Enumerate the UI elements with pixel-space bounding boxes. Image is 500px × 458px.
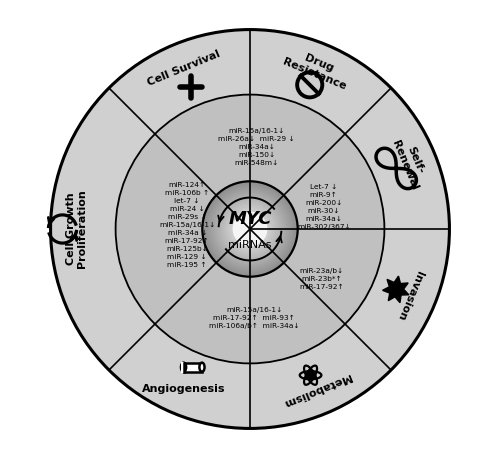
Polygon shape: [382, 276, 409, 303]
Circle shape: [244, 223, 256, 235]
Circle shape: [240, 218, 260, 240]
Circle shape: [208, 187, 292, 271]
Circle shape: [249, 228, 251, 230]
FancyBboxPatch shape: [181, 361, 184, 373]
Circle shape: [212, 191, 288, 267]
Text: miRNAs: miRNAs: [228, 240, 272, 250]
Circle shape: [204, 184, 296, 274]
Circle shape: [242, 221, 258, 237]
Circle shape: [243, 222, 257, 236]
Circle shape: [308, 372, 314, 378]
Text: miR-15a/16-1↓
miR-17-92↑  miR-93↑
miR-106a/b↑  miR-34a↓: miR-15a/16-1↓ miR-17-92↑ miR-93↑ miR-106…: [209, 307, 300, 329]
Circle shape: [219, 198, 281, 260]
Circle shape: [234, 213, 266, 245]
Circle shape: [230, 209, 270, 249]
Circle shape: [231, 210, 269, 248]
Circle shape: [234, 213, 266, 245]
Circle shape: [206, 185, 294, 273]
Text: miR-124↑
miR-106b ↑
let-7 ↓
miR-24 ↓
miR-29s ↓
miR-15a/16-1↓
miR-34a ↓
miR-17-92: miR-124↑ miR-106b ↑ let-7 ↓ miR-24 ↓ miR…: [159, 181, 216, 268]
Circle shape: [116, 95, 384, 363]
Text: Cell Growth
Proliferation: Cell Growth Proliferation: [66, 190, 88, 268]
Circle shape: [216, 195, 284, 263]
Circle shape: [232, 211, 268, 247]
Text: Self-
Renewal: Self- Renewal: [390, 134, 430, 191]
Circle shape: [220, 199, 280, 259]
Text: miR-23a/b↓
miR-23b*↑
miR-17-92↑: miR-23a/b↓ miR-23b*↑ miR-17-92↑: [299, 268, 344, 290]
Circle shape: [228, 207, 272, 251]
Circle shape: [216, 196, 284, 262]
Circle shape: [245, 224, 255, 234]
Ellipse shape: [181, 363, 186, 372]
Text: Cell Survival: Cell Survival: [146, 49, 222, 88]
Circle shape: [248, 227, 252, 231]
Circle shape: [224, 203, 276, 255]
Circle shape: [222, 202, 278, 256]
Text: Let-7 ↓
miR-9↑
miR-200↓
miR-30↓
miR-34a↓
miR-302/367↓: Let-7 ↓ miR-9↑ miR-200↓ miR-30↓ miR-34a↓…: [297, 184, 350, 230]
FancyBboxPatch shape: [184, 363, 202, 372]
Circle shape: [225, 204, 275, 254]
Circle shape: [226, 205, 274, 253]
Circle shape: [50, 30, 450, 428]
Circle shape: [236, 215, 264, 243]
Circle shape: [234, 213, 266, 245]
Circle shape: [237, 216, 263, 242]
Circle shape: [228, 207, 272, 251]
Text: Drug
Resistance: Drug Resistance: [281, 46, 352, 92]
Circle shape: [210, 188, 290, 270]
Ellipse shape: [200, 363, 204, 372]
Circle shape: [210, 190, 290, 268]
Text: MYC: MYC: [228, 210, 272, 228]
Circle shape: [240, 219, 260, 239]
Circle shape: [207, 186, 293, 272]
Circle shape: [218, 197, 282, 261]
Text: Invasion: Invasion: [396, 269, 425, 322]
Text: Angiogenesis: Angiogenesis: [142, 384, 226, 394]
Circle shape: [204, 182, 296, 276]
Circle shape: [222, 201, 278, 257]
Circle shape: [246, 225, 254, 233]
Text: miR-15a/16-1↓
miR-26a↓  miR-29 ↓
miR-34a↓
miR-150↓
miR-548m↓: miR-15a/16-1↓ miR-26a↓ miR-29 ↓ miR-34a↓…: [218, 128, 295, 166]
Circle shape: [238, 217, 262, 241]
Circle shape: [213, 192, 287, 266]
Circle shape: [202, 181, 298, 277]
Circle shape: [214, 193, 286, 265]
Text: Metabolism: Metabolism: [281, 371, 351, 408]
